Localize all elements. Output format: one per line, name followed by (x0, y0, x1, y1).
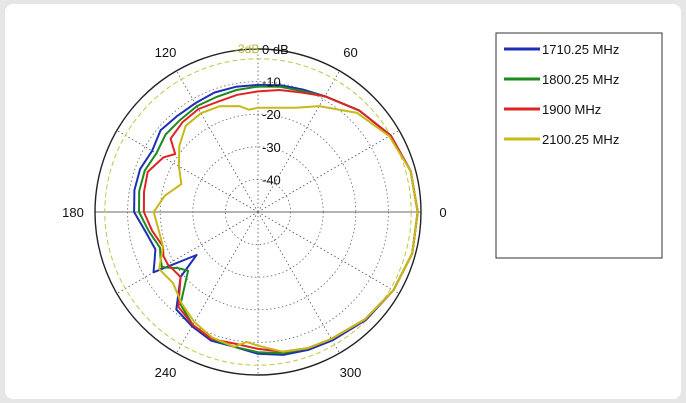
ring-gridline (127, 81, 389, 343)
radial-tick-label: 0 dB (262, 42, 289, 57)
spoke-gridline (257, 130, 400, 213)
radial-tick-label: -10 (262, 75, 281, 90)
ring-gridline (159, 113, 357, 311)
series-line (133, 83, 419, 356)
spoke-gridline (116, 211, 259, 294)
reference-label: -3dB (234, 42, 259, 56)
spoke-gridline (176, 211, 259, 354)
ring-gridline (224, 178, 291, 245)
spoke-gridline (176, 70, 259, 213)
radial-tick-label: -40 (262, 172, 281, 187)
spoke-gridline (257, 211, 340, 354)
legend-label: 2100.25 MHz (542, 132, 619, 147)
series-line (138, 85, 419, 355)
reference-circle-3db (104, 58, 412, 366)
spoke-gridline (257, 70, 340, 213)
spoke-gridline (116, 130, 259, 213)
angle-tick-label: 60 (343, 45, 357, 60)
angle-tick-label: 0 (439, 205, 446, 220)
angle-tick-label: 180 (62, 205, 84, 220)
legend-label: 1710.25 MHz (542, 42, 619, 57)
ring-gridline (192, 146, 324, 278)
angle-tick-label: 300 (340, 365, 362, 380)
radial-tick-label: -30 (262, 140, 281, 155)
legend-label: 1900 MHz (542, 102, 601, 117)
legend-box (495, 32, 663, 259)
legend-label: 1800.25 MHz (542, 72, 619, 87)
radial-tick-label: -20 (262, 107, 281, 122)
angle-tick-label: 240 (155, 365, 177, 380)
spoke-gridline (257, 211, 400, 294)
angle-tick-label: 120 (155, 45, 177, 60)
series-line (152, 105, 419, 353)
outer-ring (94, 48, 422, 376)
